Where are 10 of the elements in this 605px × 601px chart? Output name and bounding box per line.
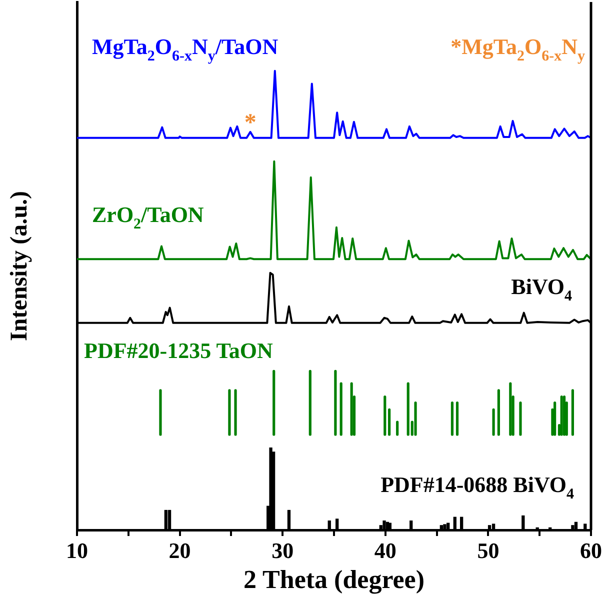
x-tick-label: 50 — [477, 538, 500, 563]
series-label: PDF#20-1235 TaON — [84, 338, 273, 363]
x-tick-label: 10 — [66, 538, 88, 563]
x-tick-label: 60 — [580, 538, 602, 563]
annotation: * — [244, 110, 256, 136]
x-tick-label: 30 — [272, 538, 294, 563]
x-tick-label: 20 — [168, 538, 191, 563]
x-axis-title: 2 Theta (degree) — [244, 565, 424, 594]
y-axis-title: Intensity (a.u.) — [6, 190, 33, 342]
x-tick-label: 40 — [374, 538, 396, 563]
